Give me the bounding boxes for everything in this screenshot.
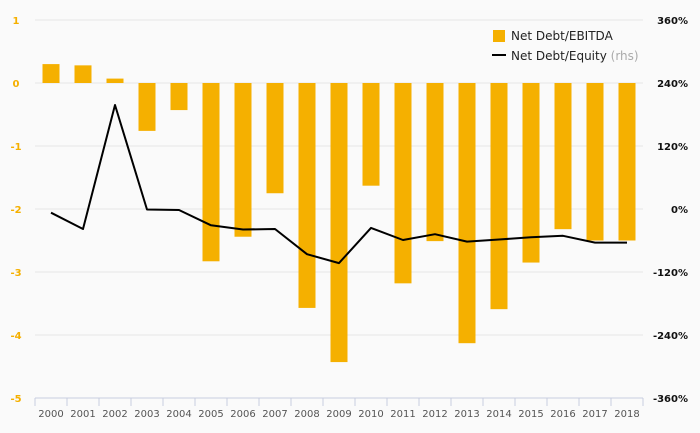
y-left-tick-label: 1 bbox=[13, 16, 20, 27]
legend-label-line: Net Debt/Equity (rhs) bbox=[511, 49, 639, 63]
y-left-tick-label: 0 bbox=[13, 79, 20, 90]
x-tick-label: 2012 bbox=[422, 409, 447, 420]
bar-2012 bbox=[426, 83, 444, 242]
y-right-tick-label: -120% bbox=[653, 268, 688, 279]
legend-swatch-bar bbox=[493, 30, 505, 42]
y-right-tick-label: 120% bbox=[657, 142, 688, 153]
legend: Net Debt/EBITDA Net Debt/Equity (rhs) bbox=[492, 29, 639, 63]
bar-2015 bbox=[522, 83, 540, 263]
x-tick-label: 2010 bbox=[358, 409, 383, 420]
y-right-tick-label: 240% bbox=[657, 79, 688, 90]
axes: 1 0 -1 -2 -3 -4 -5 360% 240% 120% 0% -120% -240% -360… bbox=[10, 16, 688, 420]
x-tick-label: 2016 bbox=[550, 409, 575, 420]
x-tick-label: 2014 bbox=[486, 409, 511, 420]
line-series bbox=[50, 104, 628, 265]
x-tick-label: 2003 bbox=[134, 409, 159, 420]
x-tick-label: 2017 bbox=[582, 409, 607, 420]
bar-2013 bbox=[458, 83, 476, 344]
net-debt-equity-line bbox=[50, 104, 627, 265]
x-tick-label: 2018 bbox=[614, 409, 639, 420]
x-tick-label: 2006 bbox=[230, 409, 255, 420]
bar-2010 bbox=[362, 83, 380, 186]
y-left-tick-label: -1 bbox=[10, 142, 21, 153]
x-tick-label: 2002 bbox=[102, 409, 127, 420]
y-left-tick-label: -4 bbox=[10, 331, 21, 342]
legend-label-line-note: (rhs) bbox=[611, 49, 639, 63]
x-tick-label: 2015 bbox=[518, 409, 543, 420]
bar-2000 bbox=[42, 64, 60, 83]
y-left-tick-label: -2 bbox=[10, 205, 21, 216]
legend-label-bar: Net Debt/EBITDA bbox=[511, 29, 614, 43]
bar-2006 bbox=[234, 83, 252, 237]
bar-2017 bbox=[586, 83, 604, 241]
x-tick-label: 2013 bbox=[454, 409, 479, 420]
y-right-tick-label: -360% bbox=[653, 394, 688, 405]
bar-2018 bbox=[618, 83, 636, 241]
x-tick-label: 2005 bbox=[198, 409, 223, 420]
bar-2009 bbox=[330, 83, 348, 363]
bar-2005 bbox=[202, 83, 220, 262]
x-tick-label: 2009 bbox=[326, 409, 351, 420]
bar-2014 bbox=[490, 83, 508, 310]
bar-2002 bbox=[106, 78, 124, 83]
bar-2001 bbox=[74, 65, 92, 83]
y-left-tick-label: -3 bbox=[10, 268, 21, 279]
x-tick-label: 2007 bbox=[262, 409, 287, 420]
x-tick-label: 2008 bbox=[294, 409, 319, 420]
legend-label-line-name: Net Debt/Equity bbox=[511, 49, 607, 63]
bar-series bbox=[42, 64, 636, 363]
bar-2007 bbox=[266, 83, 284, 194]
bar-2003 bbox=[138, 83, 156, 131]
y-right-tick-label: 360% bbox=[657, 16, 688, 27]
x-tick-label: 2001 bbox=[70, 409, 95, 420]
bar-2008 bbox=[298, 83, 316, 308]
bar-2004 bbox=[170, 83, 188, 111]
bar-2011 bbox=[394, 83, 412, 284]
y-left-tick-label: -5 bbox=[10, 394, 21, 405]
bar-2016 bbox=[554, 83, 572, 230]
x-tick-label: 2004 bbox=[166, 409, 191, 420]
x-tick-label: 2011 bbox=[390, 409, 415, 420]
x-tick-label: 2000 bbox=[38, 409, 63, 420]
y-right-tick-label: 0% bbox=[671, 205, 688, 216]
y-right-tick-label: -240% bbox=[653, 331, 688, 342]
